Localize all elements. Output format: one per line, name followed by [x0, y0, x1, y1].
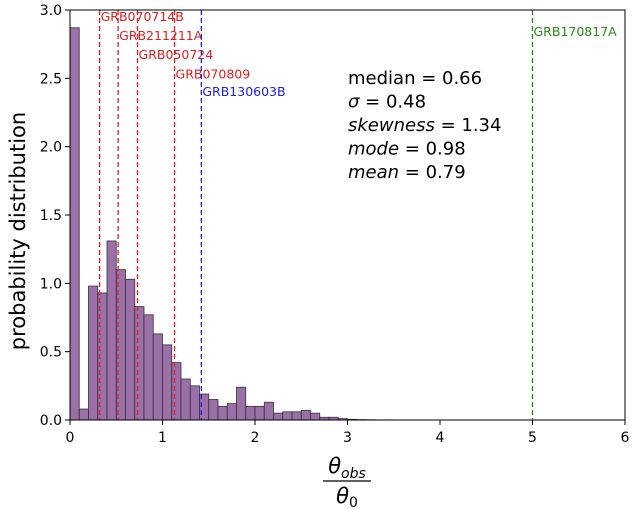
y-tick-label: 1.5 — [40, 208, 62, 224]
y-tick-label: 0.5 — [40, 345, 62, 361]
y-tick-label: 2.5 — [40, 71, 62, 87]
histogram-bar — [134, 306, 145, 421]
reference-line-label: GRB070714B — [101, 9, 184, 24]
x-axis-title: θobs θ0 — [323, 454, 371, 509]
histogram-bar — [125, 278, 136, 421]
y-axis-ticks: 0.0 0.5 1.0 1.5 2.0 2.5 3.0 — [40, 3, 70, 429]
histogram-bar — [273, 412, 284, 421]
histogram-bar — [263, 401, 274, 421]
histogram-bar — [106, 240, 117, 421]
x-axis-title-numerator: θobs — [328, 454, 366, 482]
histogram-bar — [189, 385, 200, 421]
reference-line-label: GRB130603B — [202, 84, 285, 99]
y-axis-title: probability distribution — [6, 112, 30, 350]
y-tick-label: 3.0 — [40, 3, 62, 19]
reference-lines-group: GRB070714B GRB211211A GRB050724 GRB070809 GR… — [98, 9, 618, 420]
histogram-bar — [310, 412, 321, 421]
histogram-bar — [152, 333, 163, 421]
bars-group — [69, 27, 395, 421]
statistic-line: σ = 0.48 — [348, 92, 426, 113]
histogram-bar — [88, 285, 99, 421]
x-tick-label: 6 — [621, 430, 630, 446]
histogram-bar — [300, 410, 311, 421]
histogram-bar — [226, 403, 237, 421]
x-tick-label: 0 — [66, 430, 75, 446]
x-axis-title-denominator: θ0 — [336, 484, 358, 509]
x-tick-label: 2 — [251, 430, 260, 446]
histogram-bar — [180, 378, 191, 421]
statistic-line: mean = 0.79 — [348, 162, 466, 183]
x-tick-label: 3 — [343, 430, 352, 446]
histogram-bar — [78, 408, 89, 421]
statistic-line: skewness = 1.34 — [348, 115, 501, 136]
y-tick-label: 2.0 — [40, 140, 62, 156]
reference-line-label: GRB050724 — [139, 47, 214, 62]
reference-line-label: GRB070809 — [176, 66, 251, 81]
histogram-bar — [69, 27, 80, 421]
histogram-bar — [236, 386, 247, 421]
x-tick-label: 5 — [528, 430, 537, 446]
x-axis-ticks: 0 1 2 3 4 5 6 — [66, 420, 630, 446]
y-tick-label: 1.0 — [40, 276, 62, 292]
y-tick-label: 0.0 — [40, 413, 62, 429]
statistic-line: median = 0.66 — [348, 68, 482, 89]
histogram-bar — [245, 405, 256, 421]
histogram-bar — [291, 411, 302, 421]
histogram-bar — [143, 314, 154, 421]
statistic-line: mode = 0.98 — [348, 139, 466, 160]
histogram-bar — [217, 405, 228, 421]
histogram-bar — [282, 411, 293, 421]
x-tick-label: 1 — [158, 430, 167, 446]
histogram-bar — [171, 362, 182, 421]
x-tick-label: 4 — [436, 430, 445, 446]
reference-line-label: GRB211211A — [119, 28, 203, 43]
histogram-bar — [162, 344, 173, 421]
histogram-bar — [208, 399, 219, 421]
histogram-bar — [254, 405, 265, 421]
reference-line-label: GRB170817A — [534, 24, 618, 39]
